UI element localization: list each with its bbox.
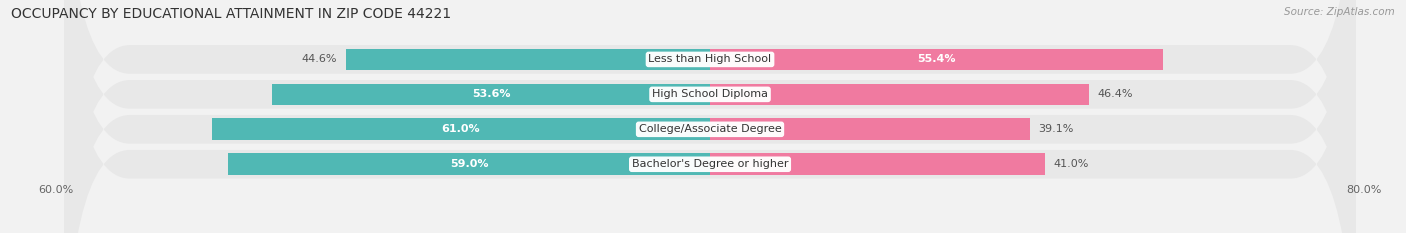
Bar (211, 118, 710, 140)
Bar (346, 49, 710, 70)
Text: 46.4%: 46.4% (1098, 89, 1133, 99)
Bar (710, 118, 1029, 140)
Text: 55.4%: 55.4% (917, 55, 956, 64)
Text: High School Diploma: High School Diploma (652, 89, 768, 99)
FancyBboxPatch shape (65, 0, 1355, 233)
Bar (271, 83, 710, 105)
Bar (228, 153, 710, 175)
Text: 41.0%: 41.0% (1053, 159, 1088, 169)
Text: OCCUPANCY BY EDUCATIONAL ATTAINMENT IN ZIP CODE 44221: OCCUPANCY BY EDUCATIONAL ATTAINMENT IN Z… (11, 7, 451, 21)
Text: 44.6%: 44.6% (302, 55, 337, 64)
FancyBboxPatch shape (65, 0, 1355, 233)
Text: 39.1%: 39.1% (1038, 124, 1073, 134)
Text: 53.6%: 53.6% (472, 89, 510, 99)
Text: 61.0%: 61.0% (441, 124, 479, 134)
Text: Bachelor's Degree or higher: Bachelor's Degree or higher (631, 159, 789, 169)
FancyBboxPatch shape (65, 0, 1355, 233)
Text: Source: ZipAtlas.com: Source: ZipAtlas.com (1284, 7, 1395, 17)
Bar (710, 49, 1163, 70)
Text: College/Associate Degree: College/Associate Degree (638, 124, 782, 134)
Text: Less than High School: Less than High School (648, 55, 772, 64)
Bar (710, 83, 1090, 105)
Bar (710, 153, 1045, 175)
Text: 59.0%: 59.0% (450, 159, 488, 169)
FancyBboxPatch shape (65, 0, 1355, 233)
